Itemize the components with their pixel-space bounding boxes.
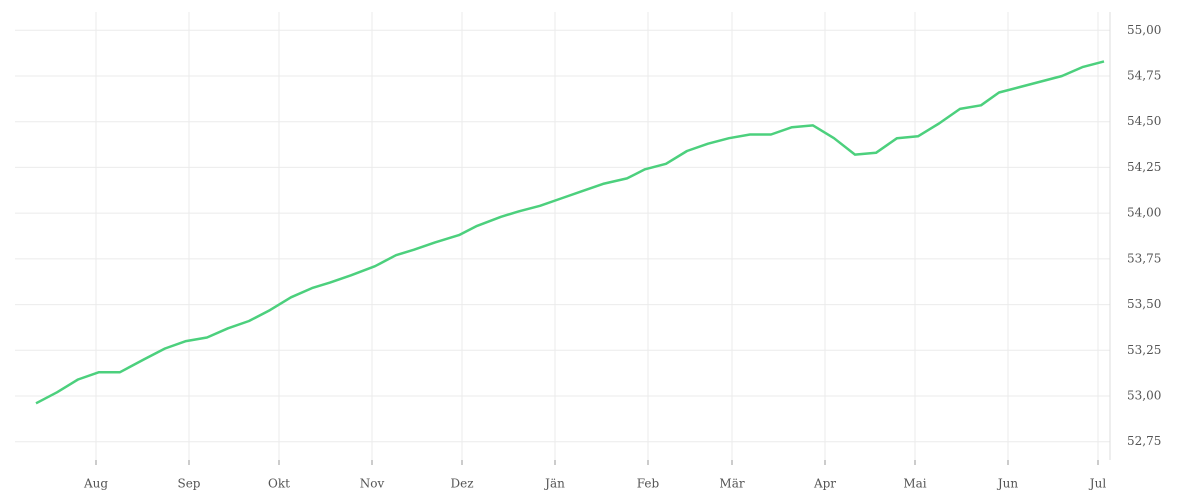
y-tick-label: 52,75 xyxy=(1127,434,1161,448)
x-tick-label: Okt xyxy=(268,477,290,491)
x-tick-label: Jul xyxy=(1088,477,1107,491)
x-tick-label: Dez xyxy=(450,477,473,491)
data-line xyxy=(35,60,1105,405)
x-tick-label: Nov xyxy=(360,477,385,491)
y-tick-label: 54,75 xyxy=(1127,69,1161,83)
y-tick-label: 54,50 xyxy=(1127,114,1161,128)
y-tick-label: 55,00 xyxy=(1127,23,1161,37)
y-tick-label: 53,50 xyxy=(1127,297,1161,311)
x-tick-label: Feb xyxy=(637,477,660,491)
y-tick-label: 54,25 xyxy=(1127,160,1161,174)
x-tick-label: Sep xyxy=(177,477,200,491)
y-tick-label: 53,25 xyxy=(1127,343,1161,357)
y-tick-label: 53,75 xyxy=(1127,251,1161,265)
y-tick-label: 53,00 xyxy=(1127,389,1161,403)
x-tick-label: Mär xyxy=(719,477,744,491)
x-tick-label: Jän xyxy=(543,477,565,491)
x-tick-label: Jun xyxy=(996,477,1019,491)
x-tick-label: Mai xyxy=(903,477,926,491)
x-tick-label: Aug xyxy=(83,477,108,491)
x-tick-label: Apr xyxy=(813,477,836,491)
y-tick-label: 54,00 xyxy=(1127,206,1161,220)
